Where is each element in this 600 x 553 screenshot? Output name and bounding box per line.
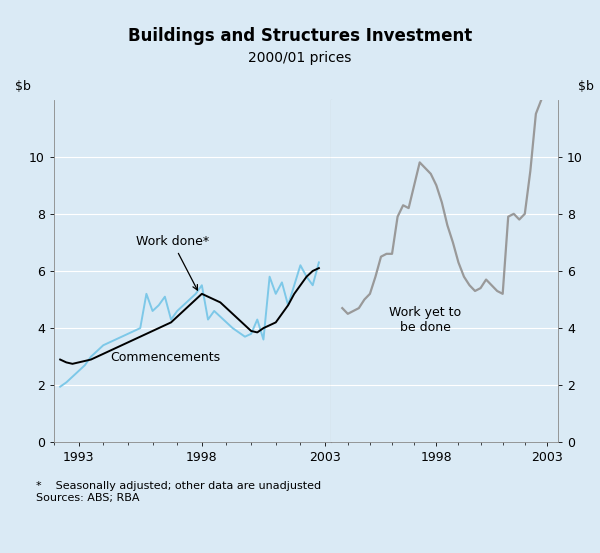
Text: Commencements: Commencements — [110, 351, 220, 364]
Text: Buildings and Structures Investment: Buildings and Structures Investment — [128, 27, 472, 45]
Text: *    Seasonally adjusted; other data are unadjusted
Sources: ABS; RBA: * Seasonally adjusted; other data are un… — [36, 481, 321, 503]
Text: 2000/01 prices: 2000/01 prices — [248, 51, 352, 65]
Text: $b: $b — [578, 80, 594, 93]
Text: Work yet to
be done: Work yet to be done — [389, 306, 461, 333]
Text: $b: $b — [15, 80, 31, 93]
Text: Work done*: Work done* — [136, 235, 209, 290]
